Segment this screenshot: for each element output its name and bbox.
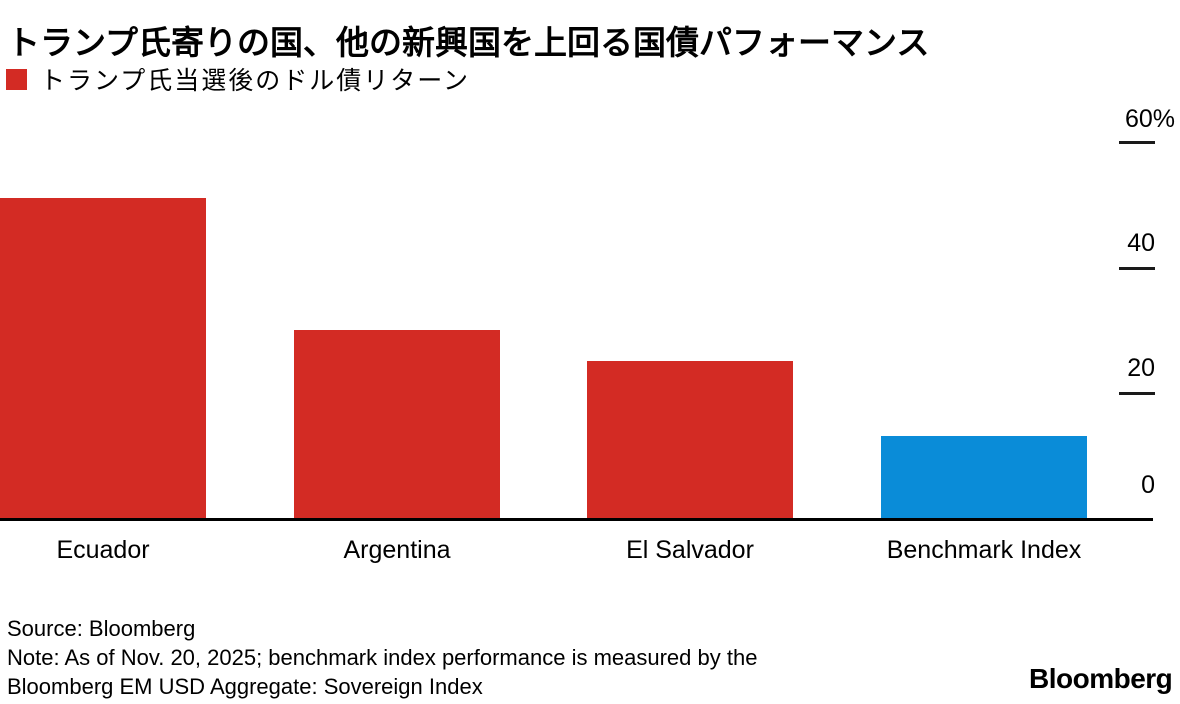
note-line-2: Bloomberg EM USD Aggregate: Sovereign In… (7, 674, 483, 699)
y-axis-tick-40 (1119, 267, 1155, 270)
note-text: Note: As of Nov. 20, 2025; benchmark ind… (7, 643, 757, 701)
category-label-benchmark-index: Benchmark Index (886, 536, 1082, 564)
y-axis-label-0: 0 (1141, 471, 1155, 499)
bar-argentina (294, 330, 500, 518)
bloomberg-logo: Bloomberg (1029, 663, 1173, 694)
y-axis-tick-60 (1119, 141, 1155, 144)
bar-benchmark-index (881, 436, 1087, 518)
note-line-1: Note: As of Nov. 20, 2025; benchmark ind… (7, 645, 758, 670)
y-axis-label-20: 20 (1127, 354, 1155, 382)
y-axis-label-40: 40 (1127, 229, 1155, 257)
y-axis-label-60: 60% (1124, 105, 1175, 133)
bar-el-salvador (587, 361, 793, 518)
chart-title: トランプ氏寄りの国、他の新興国を上回る国債パフォーマンス (7, 24, 930, 62)
legend-label: トランプ氏当選後のドル債リターン (40, 67, 471, 95)
y-axis-tick-20 (1119, 392, 1155, 395)
bar-ecuador (0, 198, 206, 518)
category-label-ecuador: Ecuador (56, 536, 150, 564)
legend-swatch-icon (6, 68, 27, 90)
legend: トランプ氏当選後のドル債リターン (6, 61, 470, 97)
source-text: Source: Bloomberg (7, 616, 196, 641)
bar-chart: 60% 40 20 0 Ecuador Argentina El Salvador B… (0, 105, 1175, 564)
x-axis-line (0, 518, 1153, 521)
category-label-el-salvador: El Salvador (626, 536, 754, 564)
category-label-argentina: Argentina (343, 536, 451, 564)
